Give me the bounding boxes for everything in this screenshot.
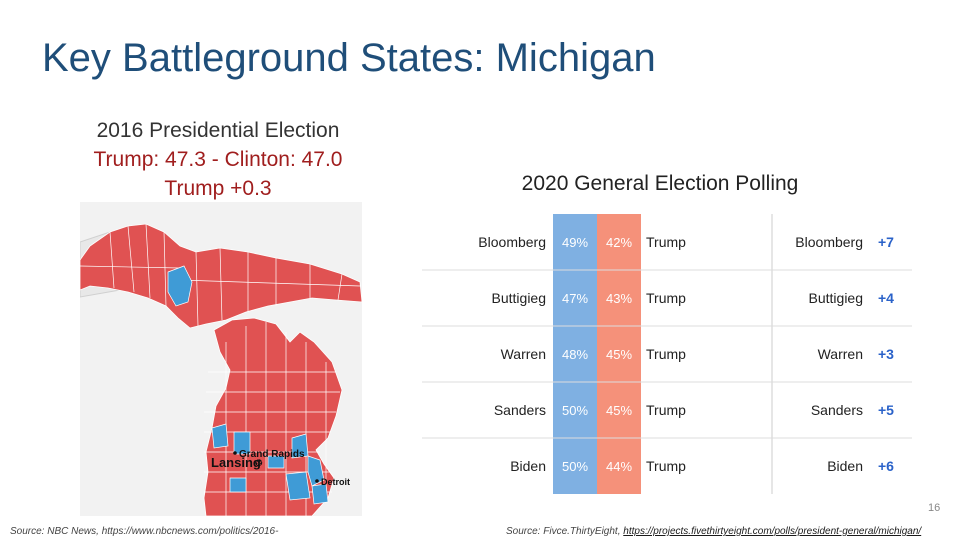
- poll-opponent: Trump: [646, 234, 686, 250]
- poll-candidate: Warren: [501, 346, 546, 362]
- election-2016-margin: Trump +0.3: [164, 177, 272, 200]
- poll-rep-pct: 45%: [606, 347, 632, 362]
- county-kent: [233, 431, 251, 455]
- poll-rep-pct: 44%: [606, 459, 632, 474]
- margin-candidate: Bloomberg: [795, 234, 863, 250]
- polling-table: Bloomberg 49% 42% Trump Bloomberg +7 Buttigieg…: [422, 214, 912, 494]
- grand-rapids-marker: [233, 451, 237, 455]
- poll-margin: +6: [878, 458, 894, 474]
- poll-rep-pct: 45%: [606, 403, 632, 418]
- dem-column-bg: [553, 214, 597, 494]
- poll-opponent: Trump: [646, 458, 686, 474]
- county-washtenaw: [285, 471, 311, 501]
- election-2016-summary: 2016 Presidential Election Trump: 47.3 -…: [60, 116, 376, 203]
- election-2016-heading: 2016 Presidential Election: [96, 119, 340, 142]
- poll-rep-pct: 43%: [606, 291, 632, 306]
- county-marquette: [167, 265, 193, 307]
- margin-candidate: Sanders: [811, 402, 863, 418]
- lansing-star-icon: ✪: [255, 459, 263, 469]
- grand-rapids-label: Grand Rapids: [239, 449, 305, 460]
- rep-column-bg: [597, 214, 641, 494]
- democratic-counties: [167, 265, 329, 505]
- poll-candidate: Sanders: [494, 402, 546, 418]
- poll-candidate: Buttigieg: [492, 290, 546, 306]
- slide-title: Key Battleground States: Michigan: [42, 36, 656, 80]
- county-muskegon: [211, 423, 229, 449]
- source-538-link[interactable]: https://projects.fivethirtyeight.com/pol…: [623, 526, 922, 537]
- lansing-label: Lansing: [211, 455, 261, 470]
- poll-candidate: Bloomberg: [478, 234, 546, 250]
- poll-dem-pct: 47%: [562, 291, 588, 306]
- detroit-marker: [315, 479, 319, 483]
- detroit-label: Detroit: [321, 477, 350, 487]
- margin-candidate: Buttigieg: [809, 290, 863, 306]
- county-oakland: [307, 455, 325, 487]
- poll-heading: 2020 General Election Polling: [521, 172, 799, 195]
- lower-peninsula: [203, 317, 343, 516]
- poll-opponent: Trump: [646, 346, 686, 362]
- poll-dem-pct: 48%: [562, 347, 588, 362]
- poll-margin: +4: [878, 290, 894, 306]
- source-538-prefix: Source: Fivce.ThirtyEight,: [506, 526, 624, 537]
- michigan-county-map: Grand Rapids Lansing ✪ Detroit: [80, 202, 362, 516]
- election-2016-result: Trump: 47.3 - Clinton: 47.0: [93, 148, 343, 171]
- poll-dem-pct: 49%: [562, 235, 588, 250]
- poll-margin: +3: [878, 346, 894, 362]
- poll-margin: +5: [878, 402, 894, 418]
- poll-margin: +7: [878, 234, 894, 250]
- source-538: Source: Fivce.ThirtyEight, https://proje…: [506, 526, 921, 537]
- county-ingham: [267, 455, 285, 469]
- source-nbc: Source: NBC News, https://www.nbcnews.co…: [10, 526, 279, 537]
- county-wayne: [311, 483, 329, 505]
- poll-opponent: Trump: [646, 402, 686, 418]
- margin-candidate: Warren: [818, 346, 863, 362]
- margin-candidate: Biden: [827, 458, 863, 474]
- poll-opponent: Trump: [646, 290, 686, 306]
- poll-dem-pct: 50%: [562, 403, 588, 418]
- poll-dem-pct: 50%: [562, 459, 588, 474]
- poll-rows: Bloomberg 49% 42% Trump Bloomberg +7 Buttigieg…: [422, 234, 912, 474]
- county-kalamazoo: [229, 477, 247, 493]
- poll-rep-pct: 42%: [606, 235, 632, 250]
- page-number: 16: [928, 502, 941, 514]
- poll-candidate: Biden: [510, 458, 546, 474]
